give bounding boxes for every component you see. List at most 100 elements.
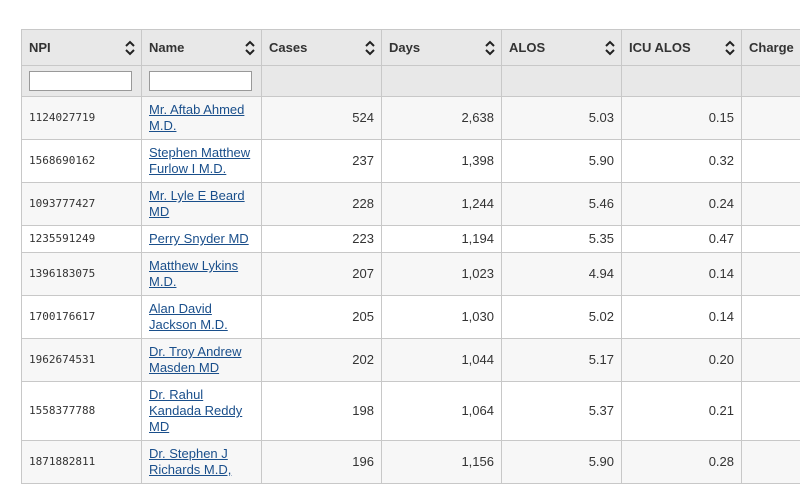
name-cell: Dr. Rahul Kandada Reddy MD — [141, 381, 262, 441]
sort-arrows — [365, 40, 375, 56]
sort-icon — [485, 40, 495, 56]
header-label: Charge — [749, 39, 794, 55]
name-cell: Matthew Lykins M.D. — [141, 252, 262, 296]
number-cell: 228 — [261, 182, 382, 226]
number-cell: 5.35 — [501, 225, 622, 253]
name-filter[interactable] — [149, 71, 252, 91]
table-body: 1124027719 Mr. Aftab Ahmed M.D. 524 2,638 5.… — [21, 96, 800, 484]
provider-link[interactable]: Mr. Aftab Ahmed M.D. — [149, 102, 245, 133]
npi-cell: 1235591249 — [21, 225, 142, 253]
table-row: 1962674531 Dr. Troy Andrew Masden MD 202 1,… — [21, 338, 800, 382]
number-cell: 0.21 — [621, 381, 742, 441]
number-cell: 5.90 — [501, 139, 622, 183]
number-cell: 2,638 — [381, 96, 502, 140]
name-cell: Stephen Matthew Furlow I M.D. — [141, 139, 262, 183]
data-table: NPI Name Cases Days ALOS ICU ALOS Charge 11240… — [21, 29, 800, 484]
sort-icon — [245, 40, 255, 56]
name-cell: Dr. Troy Andrew Masden MD — [141, 338, 262, 382]
number-cell: 0.28 — [621, 440, 742, 484]
column-header[interactable]: Charge — [741, 29, 800, 66]
number-cell: 5.17 — [501, 338, 622, 382]
npi-cell: 1396183075 — [21, 252, 142, 296]
number-cell: 5.03 — [501, 96, 622, 140]
number-cell: $8 — [741, 381, 800, 441]
table-row: 1093777427 Mr. Lyle E Beard MD 228 1,244 5.4… — [21, 182, 800, 226]
provider-link[interactable]: Matthew Lykins M.D. — [149, 258, 239, 289]
number-cell: 0.47 — [621, 225, 742, 253]
sort-arrows — [725, 40, 735, 56]
name-cell: Dr. Stephen J Richards M.D, — [141, 440, 262, 484]
number-cell: 0.32 — [621, 139, 742, 183]
number-cell: 196 — [261, 440, 382, 484]
npi-cell: 1124027719 — [21, 96, 142, 140]
provider-link[interactable]: Mr. Lyle E Beard MD — [149, 188, 245, 219]
name-cell: Mr. Aftab Ahmed M.D. — [141, 96, 262, 140]
number-cell: 0.24 — [621, 182, 742, 226]
filter-cell — [381, 65, 502, 97]
number-cell: 207 — [261, 252, 382, 296]
sort-arrows — [125, 40, 135, 56]
provider-link[interactable]: Dr. Stephen J Richards M.D, — [149, 446, 232, 477]
sort-arrows — [605, 40, 615, 56]
number-cell: 205 — [261, 295, 382, 339]
npi-cell: 1871882811 — [21, 440, 142, 484]
number-cell: 5.02 — [501, 295, 622, 339]
number-cell: 1,244 — [381, 182, 502, 226]
number-cell: 1,044 — [381, 338, 502, 382]
name-cell: Mr. Lyle E Beard MD — [141, 182, 262, 226]
number-cell: 1,398 — [381, 139, 502, 183]
header-row: NPI Name Cases Days ALOS ICU ALOS Charge — [21, 29, 800, 66]
number-cell: $9 — [741, 252, 800, 296]
npi-cell: 1093777427 — [21, 182, 142, 226]
column-header[interactable]: Days — [381, 29, 502, 66]
column-header[interactable]: Cases — [261, 29, 382, 66]
number-cell: 237 — [261, 139, 382, 183]
table-row: 1396183075 Matthew Lykins M.D. 207 1,023 4.9… — [21, 252, 800, 296]
column-header[interactable]: ALOS — [501, 29, 622, 66]
number-cell: $ — [741, 440, 800, 484]
sort-icon — [605, 40, 615, 56]
provider-link[interactable]: Perry Snyder MD — [149, 231, 249, 246]
number-cell: 0.14 — [621, 252, 742, 296]
provider-link[interactable]: Dr. Troy Andrew Masden MD — [149, 344, 242, 375]
npi-cell: 1558377788 — [21, 381, 142, 441]
npi-cell: 1700176617 — [21, 295, 142, 339]
number-cell: 1,064 — [381, 381, 502, 441]
header-label: NPI — [29, 39, 51, 55]
column-header[interactable]: NPI — [21, 29, 142, 66]
header-label: Cases — [269, 39, 308, 55]
sort-arrows — [245, 40, 255, 56]
name-cell: Perry Snyder MD — [141, 225, 262, 253]
table-row: 1558377788 Dr. Rahul Kandada Reddy MD 198 1… — [21, 381, 800, 441]
number-cell: 223 — [261, 225, 382, 253]
provider-link[interactable]: Dr. Rahul Kandada Reddy MD — [149, 387, 243, 434]
header-label: ALOS — [509, 39, 546, 55]
filter-cell — [741, 65, 800, 97]
provider-link[interactable]: Stephen Matthew Furlow I M.D. — [149, 145, 251, 176]
table-row: 1871882811 Dr. Stephen J Richards M.D, 196… — [21, 440, 800, 484]
number-cell: 5.37 — [501, 381, 622, 441]
table-row: 1124027719 Mr. Aftab Ahmed M.D. 524 2,638 5.… — [21, 96, 800, 140]
number-cell: 0.15 — [621, 96, 742, 140]
sort-icon — [725, 40, 735, 56]
number-cell: 0.14 — [621, 295, 742, 339]
npi-cell: 1568690162 — [21, 139, 142, 183]
sort-icon — [125, 40, 135, 56]
header-label: Days — [389, 39, 421, 55]
number-cell: 202 — [261, 338, 382, 382]
npi-filter[interactable] — [29, 71, 132, 91]
name-cell: Alan David Jackson M.D. — [141, 295, 262, 339]
number-cell: 4.94 — [501, 252, 622, 296]
provider-link[interactable]: Alan David Jackson M.D. — [149, 301, 228, 332]
number-cell: 1,030 — [381, 295, 502, 339]
filter-cell — [141, 65, 262, 97]
column-header[interactable]: Name — [141, 29, 262, 66]
column-header[interactable]: ICU ALOS — [621, 29, 742, 66]
number-cell: 1,194 — [381, 225, 502, 253]
npi-cell: 1962674531 — [21, 338, 142, 382]
number-cell: $20 — [741, 96, 800, 140]
number-cell: 1,156 — [381, 440, 502, 484]
header-label: ICU ALOS — [629, 39, 691, 55]
number-cell: 524 — [261, 96, 382, 140]
filter-cell — [21, 65, 142, 97]
